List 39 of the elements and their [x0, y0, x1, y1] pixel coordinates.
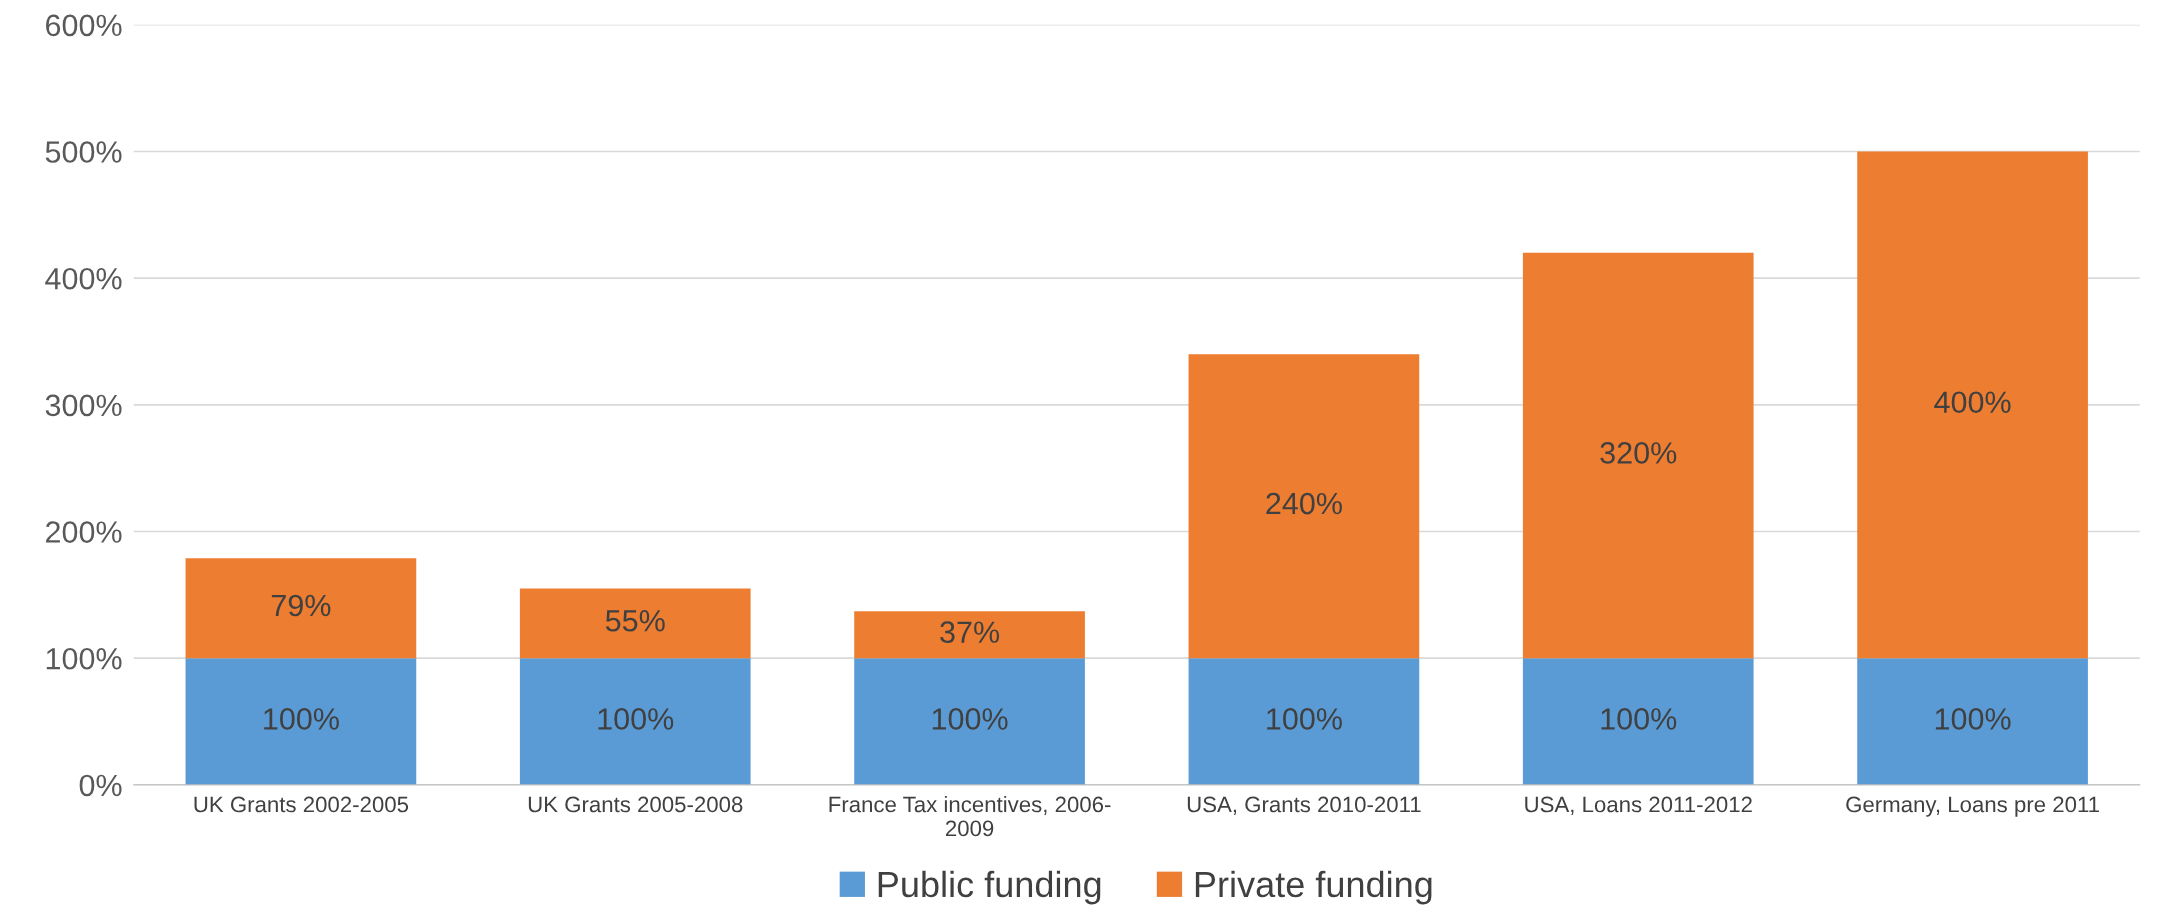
x-tick-label: USA, Loans 2011-2012 [1525, 796, 1752, 815]
bar [1188, 354, 1420, 659]
y-tick-label: 300% [45, 394, 122, 417]
data-label: 37% [940, 621, 1000, 643]
bar [519, 658, 751, 785]
x-tick-label: UK Grants 2005-2008 [528, 796, 743, 813]
y-tick-label: 400% [45, 267, 122, 290]
bar [854, 611, 1085, 659]
x-tick-label: USA, Grants 2010-2011 [1187, 796, 1421, 815]
y-tick-label: 0% [79, 774, 122, 797]
data-label: 100% [1267, 708, 1342, 730]
bar [1857, 151, 2088, 659]
x-tick-label: UK Grants 2002-2005 [194, 796, 409, 813]
y-tick-label: 200% [46, 521, 122, 543]
bar [519, 588, 751, 659]
data-label: 79% [271, 594, 331, 617]
legend-label: Public funding [878, 870, 1101, 905]
x-tick-label: Germany, Loans pre 2011 [1846, 796, 2099, 817]
data-label: 320% [1600, 442, 1677, 464]
y-tick-label: 100% [46, 647, 122, 670]
bar [1522, 252, 1754, 659]
bar [1857, 658, 2088, 785]
data-label: 100% [1601, 708, 1677, 730]
legend-label: Private funding [1195, 870, 1432, 905]
bar [185, 658, 417, 785]
data-label: 240% [1266, 492, 1342, 515]
bar [1188, 658, 1420, 785]
data-label: 55% [605, 610, 665, 632]
bar [185, 558, 417, 659]
data-label: 100% [264, 708, 339, 730]
data-label: 400% [1934, 391, 2011, 414]
x-tick-label: France Tax incentives, 2006- 2009 [829, 796, 1111, 837]
y-tick-label: 600% [46, 14, 122, 37]
bar [1522, 658, 1754, 785]
bar [854, 658, 1085, 785]
y-tick-label: 500% [45, 141, 122, 163]
data-label: 100% [932, 708, 1008, 730]
data-label: 100% [598, 708, 674, 730]
data-label: 100% [1935, 708, 2011, 730]
